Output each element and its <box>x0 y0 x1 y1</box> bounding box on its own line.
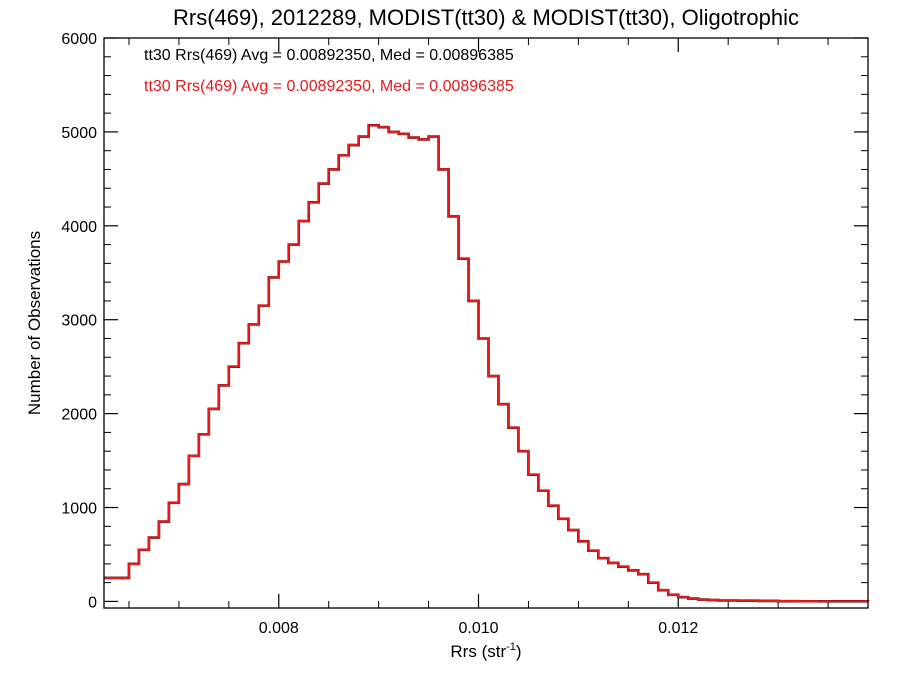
x-axis-label-superscript: -1 <box>506 641 516 653</box>
y-axis-label: Number of Observations <box>25 231 44 415</box>
x-tick-label: 0.008 <box>259 620 299 637</box>
annotation-red: tt30 Rrs(469) Avg = 0.00892350, Med = 0.… <box>144 78 514 95</box>
x-tick-label: 0.012 <box>658 620 698 637</box>
plot-frame <box>103 37 869 609</box>
axes: 0.008 0.010 0.012 0 1000 2000 3000 4000 5000 6000 <box>61 31 868 637</box>
x-axis-label-suffix: ) <box>516 642 522 661</box>
chart-title: Rrs(469), 2012289, MODIST(tt30) & MODIST… <box>173 5 799 30</box>
annotation-black: tt30 Rrs(469) Avg = 0.00892350, Med = 0.… <box>144 47 514 64</box>
series-line-1 <box>104 124 870 603</box>
y-tick-label: 3000 <box>61 313 97 330</box>
y-tick-label: 6000 <box>61 31 97 48</box>
y-tick-label: 2000 <box>61 407 97 424</box>
y-tick-label: 0 <box>88 594 97 611</box>
x-axis-label: Rrs (str-1) <box>450 641 521 661</box>
y-tick-label: 1000 <box>61 501 97 518</box>
y-tick-label: 5000 <box>61 125 97 142</box>
x-tick-label: 0.010 <box>458 620 498 637</box>
y-tick-label: 4000 <box>61 219 97 236</box>
series-layer <box>104 124 870 603</box>
series-line-0 <box>104 124 870 603</box>
x-axis-label-main: Rrs (str <box>450 642 506 661</box>
